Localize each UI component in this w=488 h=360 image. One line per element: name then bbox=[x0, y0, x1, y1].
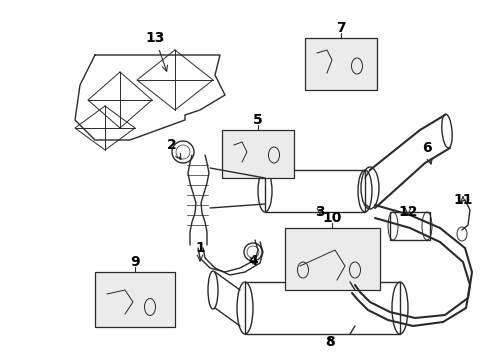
Text: 8: 8 bbox=[325, 335, 334, 349]
Text: 12: 12 bbox=[397, 205, 417, 219]
Text: 11: 11 bbox=[452, 193, 472, 207]
Text: 9: 9 bbox=[130, 255, 140, 269]
Text: 2: 2 bbox=[167, 138, 181, 159]
Text: 6: 6 bbox=[421, 141, 431, 164]
Bar bbox=[305, 38, 376, 90]
Text: 3: 3 bbox=[315, 205, 324, 219]
Bar bbox=[222, 130, 293, 178]
Bar bbox=[285, 228, 379, 290]
Text: 4: 4 bbox=[247, 254, 257, 268]
Text: 10: 10 bbox=[322, 211, 341, 225]
Bar bbox=[389, 212, 429, 240]
Text: 1: 1 bbox=[195, 241, 204, 261]
Bar bbox=[264, 170, 364, 212]
Text: 5: 5 bbox=[253, 113, 263, 127]
Text: 7: 7 bbox=[336, 21, 345, 35]
Bar bbox=[95, 272, 175, 327]
Text: 13: 13 bbox=[145, 31, 167, 71]
Bar bbox=[244, 282, 399, 334]
